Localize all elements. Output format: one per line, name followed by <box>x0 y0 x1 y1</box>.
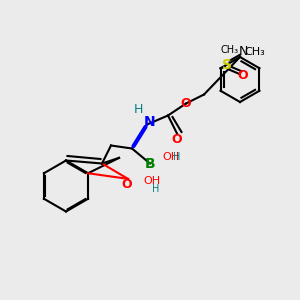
Text: OH: OH <box>162 152 180 163</box>
Text: N: N <box>238 45 248 58</box>
Text: OH: OH <box>143 176 160 187</box>
Text: H: H <box>152 184 160 194</box>
Text: O: O <box>238 69 248 82</box>
Text: O: O <box>181 97 191 110</box>
Text: CH₃: CH₃ <box>244 47 266 57</box>
Text: CH₃: CH₃ <box>220 45 238 55</box>
Text: O: O <box>121 178 132 191</box>
Text: S: S <box>221 58 232 72</box>
Text: B: B <box>145 157 155 170</box>
Text: N: N <box>144 115 156 128</box>
Text: H: H <box>133 103 143 116</box>
Text: H: H <box>173 152 181 163</box>
Text: O: O <box>172 133 182 146</box>
